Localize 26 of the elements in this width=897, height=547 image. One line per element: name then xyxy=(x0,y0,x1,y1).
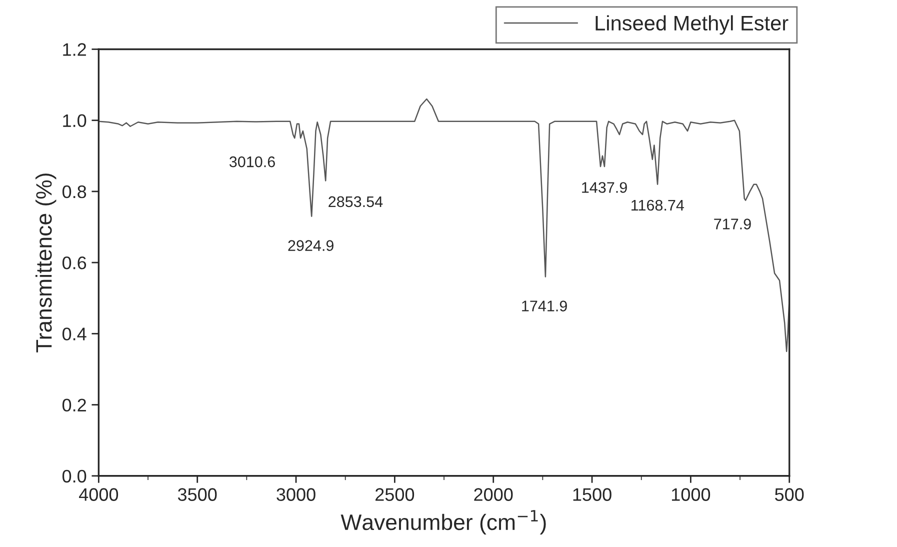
x-axis-title: Wavenumber (cm$^{−1}$) xyxy=(340,510,546,535)
y-tick-label: 0.4 xyxy=(62,328,86,340)
y-tick-label: 1.2 xyxy=(63,43,86,56)
annotation: 1741.9 xyxy=(522,300,567,312)
annotation: 1168.74 xyxy=(632,200,684,211)
x-tick-label: 1000 xyxy=(672,488,710,501)
annotation: 1437.9 xyxy=(582,182,627,193)
y-tick-label: 0.8 xyxy=(62,185,86,198)
annotation: 2853.54 xyxy=(328,196,383,208)
annotation: 3010.6 xyxy=(229,156,275,168)
y-tick-label: 0.0 xyxy=(62,470,86,483)
y-tick-label: 1.0 xyxy=(63,114,86,128)
annotation: 2924.9 xyxy=(288,240,334,251)
annotation: 717.9 xyxy=(714,218,751,230)
x-tick-label: 2500 xyxy=(376,488,414,501)
x-tick-label: 3000 xyxy=(276,488,316,501)
x-tick-label: 2000 xyxy=(474,488,513,501)
x-tick-label: 1500 xyxy=(573,488,612,501)
line-series xyxy=(98,98,790,352)
x-tick-label: 4000 xyxy=(79,488,118,501)
y-tick-label: 0.6 xyxy=(62,256,86,270)
y-axis-title: Transmittence (%) xyxy=(35,174,56,352)
x-tick-label: 500 xyxy=(775,488,804,501)
x-tick-label: 3500 xyxy=(178,488,217,501)
legend-label: Linseed Methyl Ester xyxy=(596,15,788,35)
y-tick-label: 0.2 xyxy=(62,398,86,412)
